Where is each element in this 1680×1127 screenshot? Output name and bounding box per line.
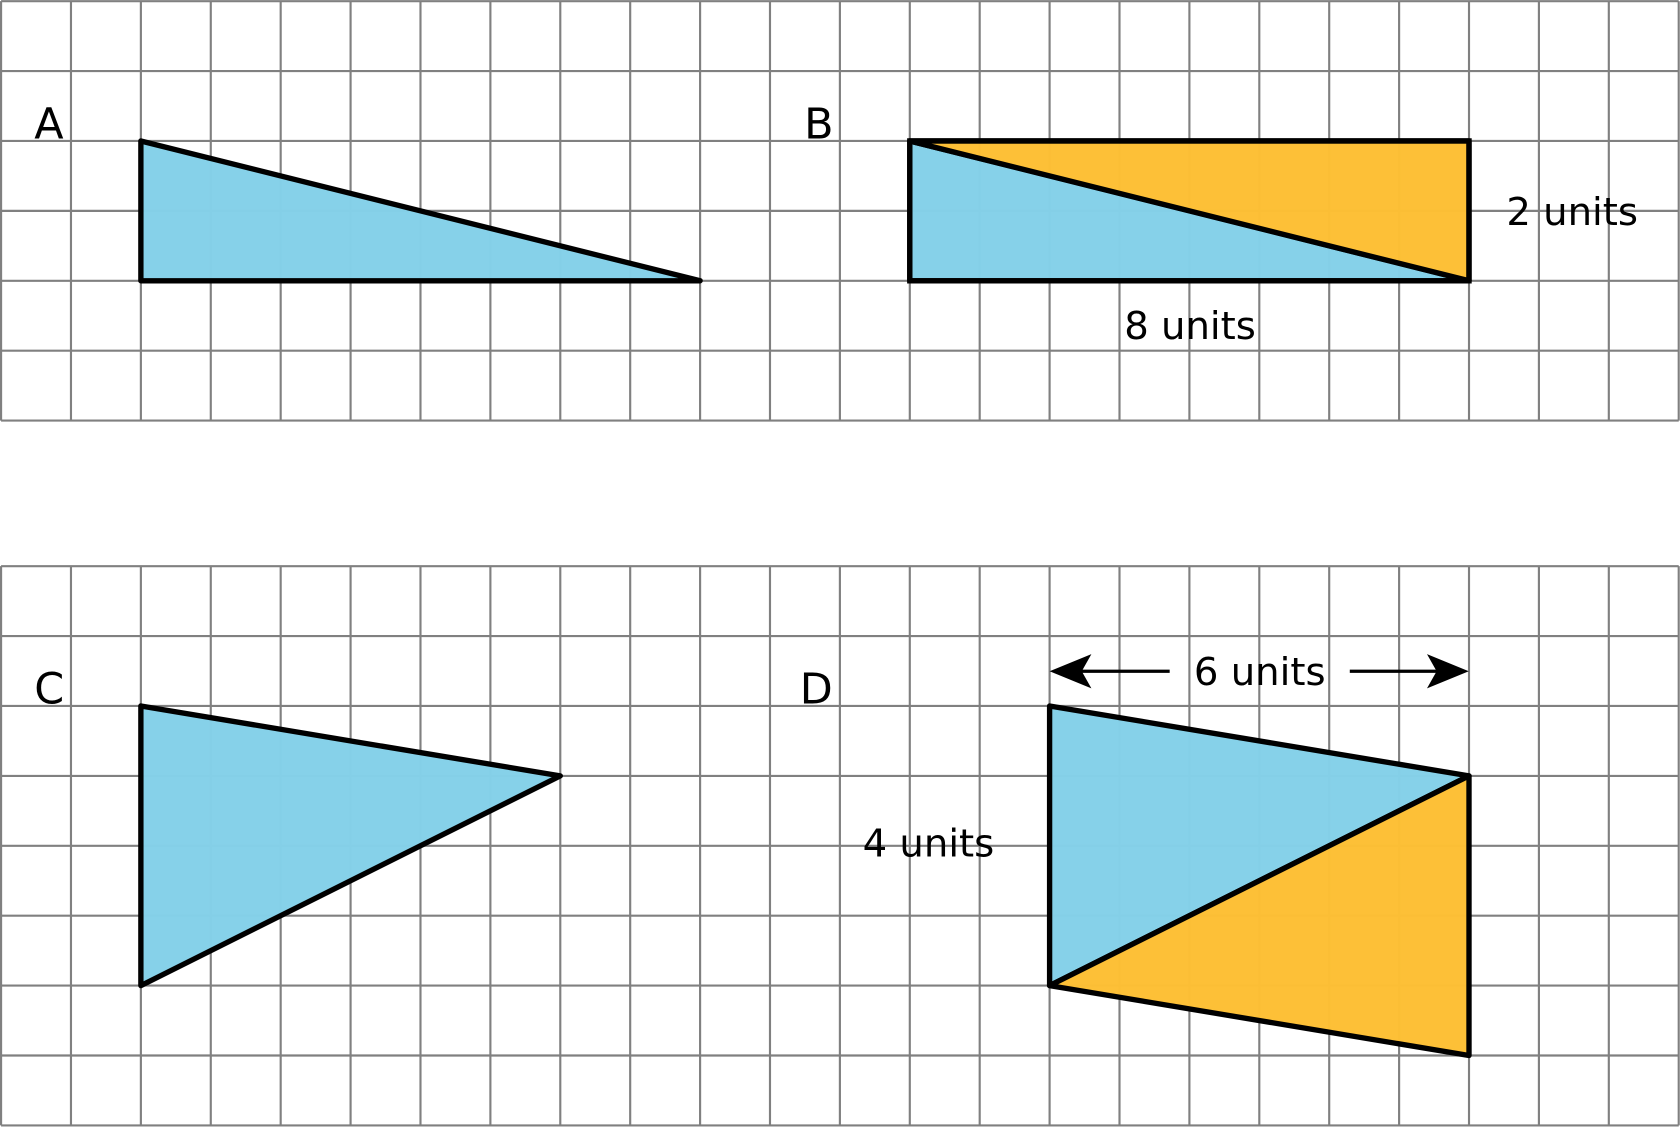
shapes — [138, 138, 1472, 1059]
d-height-label: 4 units — [863, 822, 995, 867]
figure-d — [1046, 703, 1472, 1059]
labels: A B C D 2 units 8 units 4 units 6 units — [34, 99, 1638, 866]
figure-label-a: A — [34, 99, 63, 149]
figure-label-c: C — [34, 664, 64, 714]
arrow-head-right-icon — [1426, 654, 1469, 689]
figure-b — [907, 138, 1472, 284]
figure-a — [138, 138, 703, 284]
d-width-arrow — [1049, 654, 1469, 689]
arrow-head-left-icon — [1049, 654, 1092, 689]
rectangle-outline — [907, 138, 1472, 284]
figure-c — [138, 703, 563, 989]
b-width-label: 8 units — [1124, 304, 1256, 349]
figure-label-d: D — [800, 664, 833, 714]
d-width-label: 6 units — [1194, 650, 1326, 695]
blue-triangle — [138, 703, 563, 989]
orange-triangle — [1046, 773, 1472, 1059]
blue-triangle — [138, 138, 703, 284]
figure-label-b: B — [804, 99, 833, 149]
b-height-label: 2 units — [1506, 190, 1638, 235]
